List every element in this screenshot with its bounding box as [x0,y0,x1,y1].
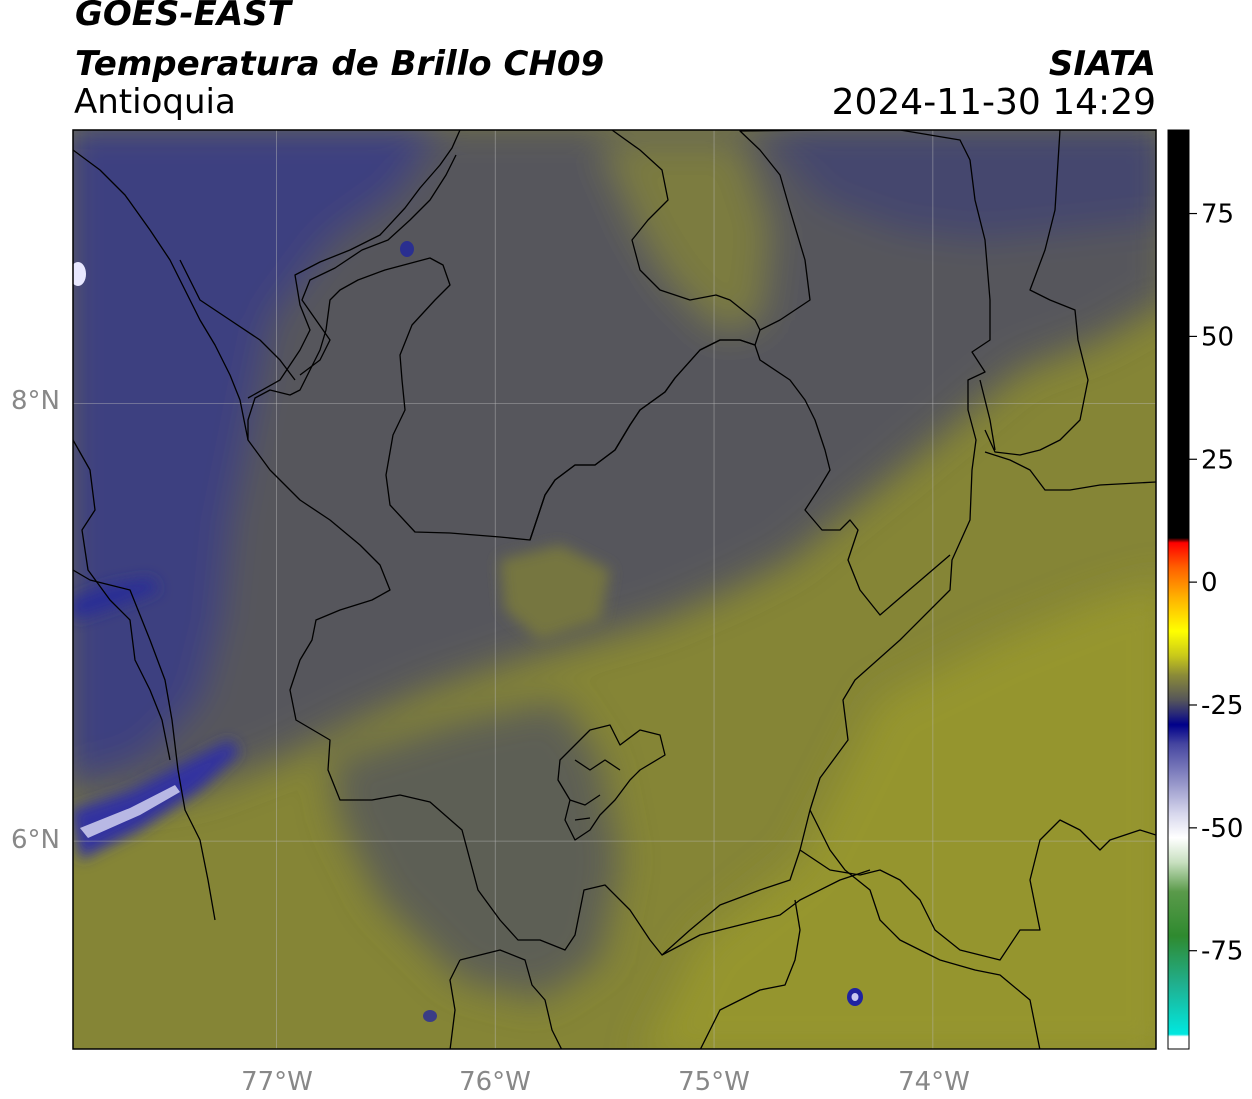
colorbar-tick-label: 50 [1201,322,1234,352]
boundary-lines [73,130,1156,1049]
cundinamarca-boundary [809,809,1041,1049]
magdalena-boundary [754,344,951,616]
brightness-temperature-field [73,130,1156,1049]
longitude-tick-label: 74°W [898,1067,970,1097]
uraba-gulf-coast [247,130,461,399]
field-mid-cloud-region [73,130,1156,809]
uraba-gulf-inner-coast [299,154,457,376]
longitude-tick-label: 75°W [678,1067,750,1097]
field-cold-cell-south [423,1010,437,1022]
colorbar-frame [1167,129,1190,1050]
colorbar-tick-label: 25 [1201,445,1234,475]
valle-aburra-boundary [557,724,666,841]
latitude-tick-label: 8°N [11,386,60,416]
latitude-tick-label: 6°N [11,825,60,855]
north-coast-cluster [179,259,296,381]
santander-boundary [984,130,1089,456]
field-cold-core-highlight [80,785,180,838]
field-cold-streak-west [73,578,160,620]
colorbar-ticks: 75 50 25 0 -25 -50 -75 [1189,200,1243,967]
organization-label: SIATA [1048,44,1156,84]
cordoba-sucre-boundary [611,130,761,331]
map-frame [72,129,1157,1050]
longitude-tick-label: 76°W [459,1067,531,1097]
venezuela-border [984,451,1156,491]
longitude-tick-label: 77°W [241,1067,313,1097]
field-cold-cell-southeast-core [851,993,859,1001]
tolima-boundary [699,899,801,1049]
choco-caldas-boundary [449,959,461,1049]
valle-aburra-internal [569,759,621,821]
map-gridlines [73,130,1156,1049]
colorbar-tick-label: 75 [1201,200,1234,230]
colorbar-tick-label: -75 [1201,937,1243,967]
caldas-boundary [661,869,871,956]
field-olive-north [600,140,770,330]
field-cold-cell-north [400,241,414,257]
latitude-tick-labels: 8°N 6°N [11,386,60,855]
field-olive-patch-center [500,545,610,640]
colorbar-gradient [1168,130,1189,1049]
boyaca-boundary [799,819,1156,961]
colorbar-tick-label: 0 [1201,568,1218,598]
bolivar-cordoba-boundary [529,339,756,541]
field-cold-west [73,130,435,777]
west-coast-line [73,439,171,761]
field-olive-southeast [645,584,1156,1049]
colorbar-tick-label: -25 [1201,691,1243,721]
risaralda-boundary [459,949,563,1049]
product-title: Temperatura de Brillo CH09 [75,44,605,84]
panama-border [73,569,216,921]
colorbar-tick-label: -50 [1201,814,1243,844]
field-mid-cloud-south [330,700,620,1000]
field-cold-spot-northwest [73,262,86,286]
region-title: Antioquia [74,82,236,122]
choco-coast-boundary [73,149,249,441]
colorbar: 75 50 25 0 -25 -50 -75 [1167,129,1243,1050]
longitude-tick-labels: 77°W 76°W 75°W 74°W [241,1067,970,1097]
datetime-label: 2024-11-30 14:29 [831,82,1156,123]
santander-internal [979,379,996,451]
satellite-title: GOES-EAST [75,0,291,34]
antioquia-boundary [247,130,991,956]
